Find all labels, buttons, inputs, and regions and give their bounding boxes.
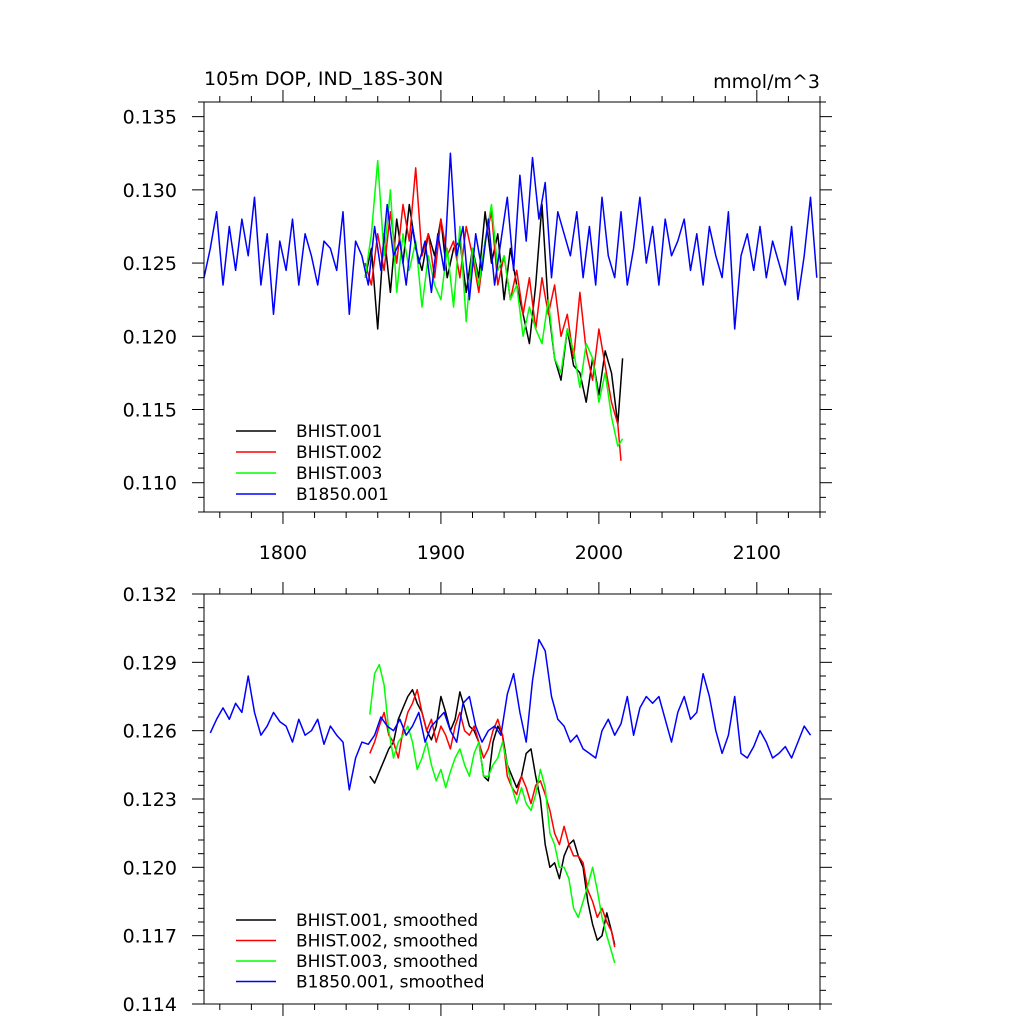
bottom-y-tick-label: 0.123 bbox=[123, 789, 177, 811]
top-legend-label: BHIST.002 bbox=[296, 443, 382, 463]
top-y-tick-label: 0.135 bbox=[123, 107, 177, 129]
bottom-y-tick-label: 0.114 bbox=[123, 994, 177, 1016]
top-y-tick-label: 0.120 bbox=[123, 326, 177, 348]
bottom-y-tick-label: 0.117 bbox=[123, 926, 177, 948]
bottom-panel: 0.114 0.117 0.120 0.123 0.126 0.129 0.132 BHIS… bbox=[123, 582, 832, 1016]
bottom-axes: 0.114 0.117 0.120 0.123 0.126 0.129 0.132 bbox=[123, 582, 832, 1016]
bottom-series-line-bhist-002-smoothed bbox=[369, 688, 616, 948]
bottom-y-tick-label: 0.120 bbox=[123, 857, 177, 879]
bottom-legend-label: BHIST.003, smoothed bbox=[296, 952, 478, 972]
top-panel: 105m DOP, IND_18S-30N mmol/m^3 1800 1900 2… bbox=[123, 68, 832, 564]
top-y-tick-label: 0.130 bbox=[123, 180, 177, 202]
bottom-series-line-bhist-003-smoothed bbox=[369, 663, 616, 964]
top-x-tick-label: 1800 bbox=[259, 542, 307, 564]
top-x-tick-label: 1900 bbox=[417, 542, 465, 564]
top-legend-label: BHIST.003 bbox=[296, 464, 382, 484]
bottom-series-lines bbox=[209, 638, 812, 964]
bottom-legend-label: BHIST.001, smoothed bbox=[296, 911, 478, 931]
chart-title: 105m DOP, IND_18S-30N bbox=[204, 68, 443, 90]
top-y-tick-label: 0.125 bbox=[123, 253, 177, 275]
top-legend-label: B1850.001 bbox=[296, 485, 389, 505]
top-axes: 1800 1900 2000 2100 0.110 0.115 0.120 0.125 0.13… bbox=[123, 90, 832, 564]
bottom-series-line-bhist-001-smoothed bbox=[369, 688, 616, 945]
bottom-series-line-b1850-001-smoothed bbox=[209, 638, 812, 791]
top-y-tick-label: 0.115 bbox=[123, 400, 177, 422]
top-x-tick-label: 2100 bbox=[733, 542, 781, 564]
bottom-legend-label: BHIST.002, smoothed bbox=[296, 932, 478, 952]
bottom-y-tick-label: 0.126 bbox=[123, 721, 177, 743]
top-series-line-b1850-001 bbox=[203, 152, 818, 330]
top-series-lines bbox=[203, 152, 818, 461]
units-label: mmol/m^3 bbox=[713, 71, 820, 93]
top-series-line-bhist-003 bbox=[364, 159, 624, 447]
top-x-tick-label: 2000 bbox=[575, 542, 623, 564]
bottom-legend-label: B1850.001, smoothed bbox=[296, 973, 485, 993]
top-y-tick-label: 0.110 bbox=[123, 473, 177, 495]
top-series-line-bhist-002 bbox=[364, 167, 622, 461]
bottom-y-tick-label: 0.129 bbox=[123, 652, 177, 674]
bottom-y-tick-label: 0.132 bbox=[123, 584, 177, 606]
top-legend-label: BHIST.001 bbox=[296, 422, 382, 442]
